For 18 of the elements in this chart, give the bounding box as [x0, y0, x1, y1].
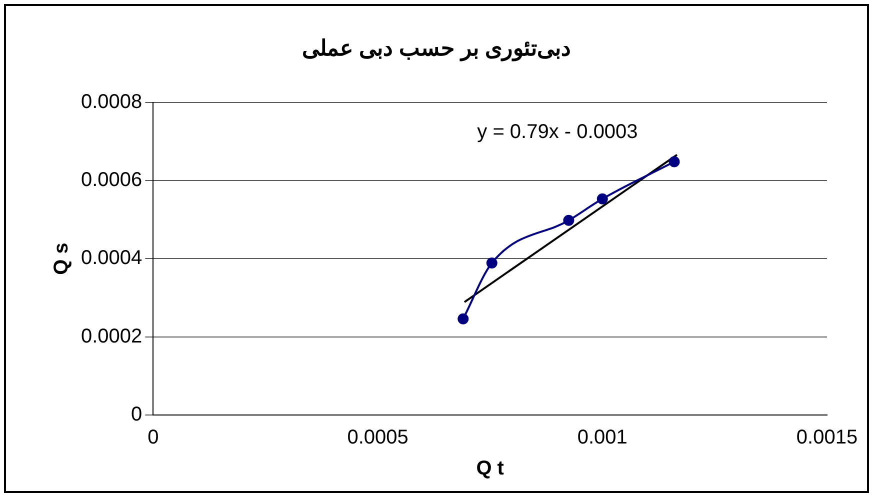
- y-tick-label: 0.0002: [81, 325, 142, 348]
- x-tick-label: 0.001: [577, 426, 628, 449]
- y-tick-label: 0.0006: [81, 169, 142, 192]
- y-axis-title: Q s: [50, 242, 73, 275]
- x-axis-title: Q t: [476, 458, 504, 480]
- point: [668, 156, 680, 168]
- x-tick-label: 0: [148, 426, 159, 449]
- point: [486, 258, 498, 268]
- x-tick-label: 0.0015: [796, 426, 858, 449]
- x-tick-label: 0.0005: [347, 426, 408, 449]
- point: [458, 313, 469, 324]
- y-tick-label: 0.0008: [81, 90, 142, 113]
- annotation: y = 0.79x - 0.0003: [477, 120, 638, 143]
- y-tick-label: 0: [131, 404, 142, 426]
- chart-title: دبی‌تئوری بر حسب دبی عملی: [302, 35, 572, 62]
- point: [563, 214, 574, 226]
- point: [596, 193, 608, 204]
- y-tick-label: 0.0004: [81, 247, 142, 270]
